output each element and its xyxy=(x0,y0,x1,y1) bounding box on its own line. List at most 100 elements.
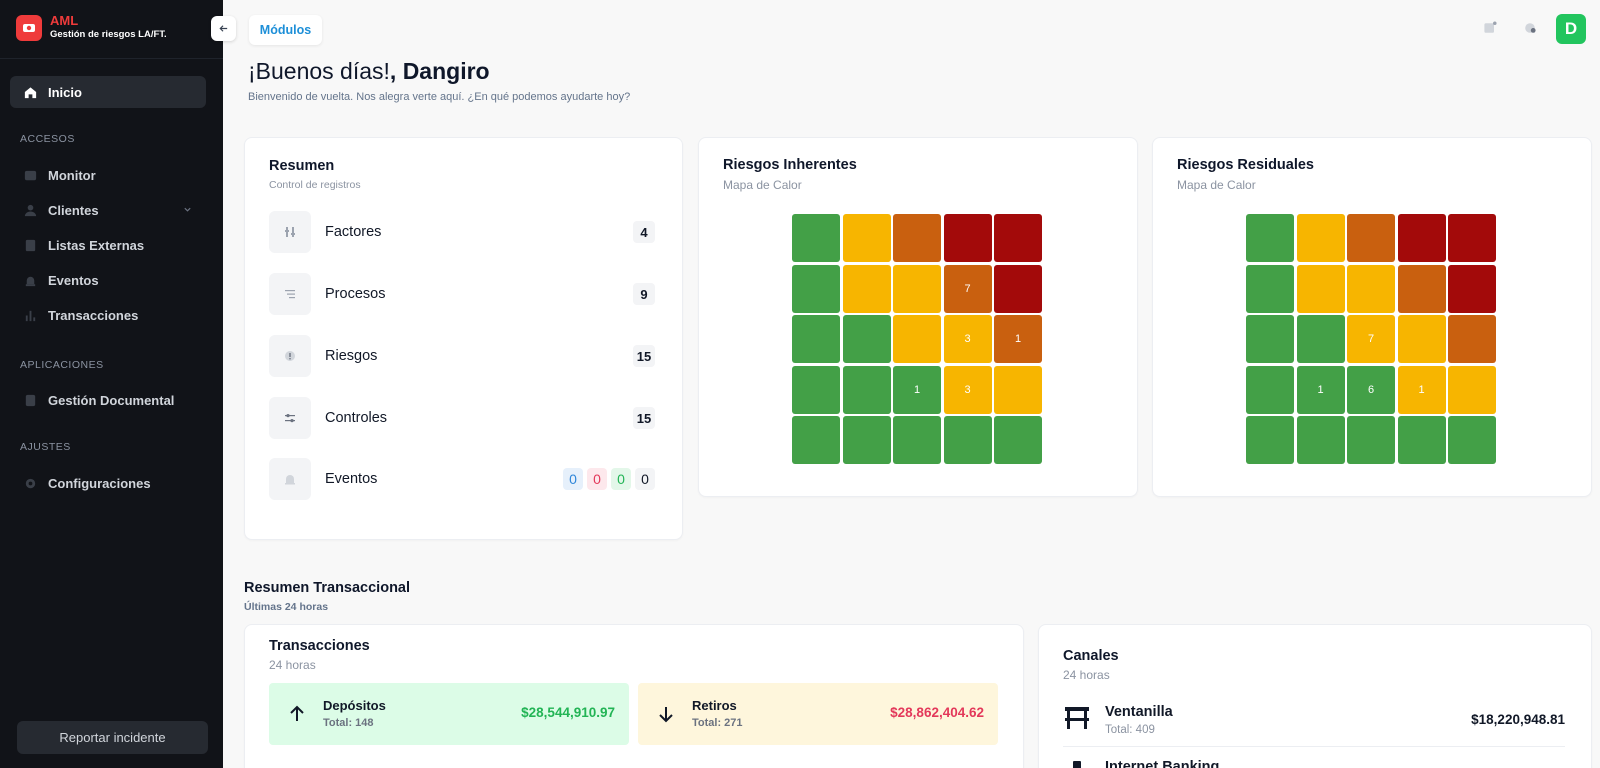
heatmap-cell[interactable] xyxy=(1448,264,1496,313)
heatmap-cell[interactable] xyxy=(943,214,992,262)
heatmap-cell[interactable] xyxy=(842,214,891,262)
channel-row-internet-banking[interactable]: Internet Banking xyxy=(1063,759,1565,768)
withdrawals-label: Retiros xyxy=(692,698,737,713)
sidebar-item-transacciones[interactable]: Transacciones xyxy=(10,299,206,331)
heatmap-cell[interactable] xyxy=(792,264,840,313)
greeting-title: ¡Buenos días!, Dangiro xyxy=(248,58,490,85)
heatmap-cell[interactable] xyxy=(1448,315,1496,363)
transactions-title: Transacciones xyxy=(269,638,370,654)
heatmap-cell[interactable] xyxy=(893,416,941,464)
document-icon xyxy=(23,393,38,408)
heatmap-cell[interactable] xyxy=(842,416,891,464)
heatmap-cell[interactable]: 1 xyxy=(893,365,941,414)
section-title-ajustes: AJUSTES xyxy=(20,441,71,453)
notifications-icon[interactable] xyxy=(1520,18,1540,38)
inherent-risks-title: Riesgos Inherentes xyxy=(723,157,857,173)
avatar[interactable]: D xyxy=(1556,14,1586,44)
brand[interactable]: AML Gestión de riesgos LA/FT. xyxy=(16,14,167,42)
event-badge-blue: 0 xyxy=(563,468,583,490)
summary-row-label: Eventos xyxy=(325,471,378,487)
heatmap-cell[interactable] xyxy=(1296,264,1345,313)
heatmap-cell[interactable] xyxy=(842,315,891,363)
heatmap-cell[interactable] xyxy=(994,264,1042,313)
heatmap-cell[interactable] xyxy=(1448,416,1496,464)
heatmap-cell[interactable]: 7 xyxy=(943,264,992,313)
summary-row-label: Riesgos xyxy=(325,348,378,364)
heatmap-cell[interactable] xyxy=(1246,365,1294,414)
sidebar-item-label: Transacciones xyxy=(48,307,139,323)
heatmap-cell[interactable]: 1 xyxy=(1397,365,1446,414)
heatmap-cell[interactable]: 1 xyxy=(994,315,1042,363)
heatmap-cell[interactable] xyxy=(1296,315,1345,363)
modules-button[interactable]: Módulos xyxy=(249,15,322,45)
summary-row-count: 15 xyxy=(633,345,655,367)
heatmap-cell[interactable] xyxy=(842,365,891,414)
heatmap-cell[interactable] xyxy=(994,214,1042,262)
heatmap-cell[interactable] xyxy=(1246,214,1294,262)
channel-row-ventanilla[interactable]: Ventanilla Total: 409 $18,220,948.81 xyxy=(1063,704,1565,740)
summary-row-riesgos[interactable]: Riesgos 15 xyxy=(269,335,655,377)
users-icon xyxy=(23,203,38,218)
heatmap-cell[interactable] xyxy=(1246,416,1294,464)
heatmap-cell[interactable] xyxy=(792,214,840,262)
heatmap-cell[interactable] xyxy=(1246,315,1294,363)
heatmap-cell[interactable]: 6 xyxy=(1347,365,1395,414)
chevron-down-icon[interactable] xyxy=(183,205,192,214)
summary-row-procesos[interactable]: Procesos 9 xyxy=(269,273,655,315)
heatmap-cell[interactable] xyxy=(893,214,941,262)
heatmap-cell[interactable] xyxy=(1246,264,1294,313)
sidebar-item-configuraciones[interactable]: Configuraciones xyxy=(10,467,206,499)
heatmap-cell[interactable]: 3 xyxy=(943,365,992,414)
withdrawals-box[interactable]: Retiros Total: 271 $28,862,404.62 xyxy=(638,683,998,745)
sidebar-item-monitor[interactable]: Monitor xyxy=(10,159,206,191)
heatmap-cell[interactable]: 1 xyxy=(1296,365,1345,414)
collapse-sidebar-button[interactable] xyxy=(211,16,236,41)
heatmap-cell[interactable] xyxy=(994,416,1042,464)
heatmap-cell[interactable] xyxy=(1397,315,1446,363)
heatmap-cell[interactable] xyxy=(943,416,992,464)
arrow-down-icon xyxy=(659,707,673,723)
heatmap-cell[interactable] xyxy=(1397,214,1446,262)
heatmap-cell[interactable] xyxy=(792,416,840,464)
heatmap-cell[interactable] xyxy=(792,315,840,363)
event-badge-neutral: 0 xyxy=(635,468,655,490)
heatmap-cell[interactable]: 7 xyxy=(1347,315,1395,363)
channel-total: Total: 409 xyxy=(1105,724,1155,736)
heatmap-cell[interactable] xyxy=(1397,264,1446,313)
deposits-amount: $28,544,910.97 xyxy=(521,705,615,720)
arrow-up-icon xyxy=(290,705,304,721)
withdrawals-amount: $28,862,404.62 xyxy=(890,705,984,720)
greeting-subtitle: Bienvenido de vuelta. Nos alegra verte a… xyxy=(248,91,631,103)
heatmap-cell[interactable] xyxy=(842,264,891,313)
heatmap-cell[interactable] xyxy=(1347,264,1395,313)
heatmap-cell[interactable] xyxy=(1448,365,1496,414)
heatmap-cell[interactable] xyxy=(1347,416,1395,464)
brand-title: AML xyxy=(50,13,79,28)
channels-subtitle: 24 horas xyxy=(1063,668,1110,682)
heatmap-cell[interactable] xyxy=(1347,214,1395,262)
aml-logo-icon xyxy=(16,15,42,41)
messages-icon[interactable] xyxy=(1480,18,1500,38)
heatmap-cell[interactable] xyxy=(994,365,1042,414)
summary-row-eventos[interactable]: Eventos 0 0 0 0 xyxy=(269,458,655,500)
sidebar-item-eventos[interactable]: Eventos xyxy=(10,264,206,296)
heatmap-cell[interactable]: 3 xyxy=(943,315,992,363)
heatmap-cell[interactable] xyxy=(1296,214,1345,262)
heatmap-cell[interactable] xyxy=(893,264,941,313)
transactions-card: Transacciones 24 horas Depósitos Total: … xyxy=(244,624,1024,768)
sidebar-item-inicio[interactable]: Inicio xyxy=(10,76,206,108)
heatmap-cell[interactable] xyxy=(792,365,840,414)
deposits-box[interactable]: Depósitos Total: 148 $28,544,910.97 xyxy=(269,683,629,745)
report-incident-button[interactable]: Reportar incidente xyxy=(17,721,208,754)
sidebar-item-clientes[interactable]: Clientes xyxy=(10,194,206,226)
heatmap-cell[interactable] xyxy=(1448,214,1496,262)
summary-row-factores[interactable]: Factores 4 xyxy=(269,211,655,253)
heatmap-cell[interactable] xyxy=(893,315,941,363)
summary-row-label: Procesos xyxy=(325,286,386,302)
heatmap-cell[interactable] xyxy=(1296,416,1345,464)
sidebar-item-listas-externas[interactable]: Listas Externas xyxy=(10,229,206,261)
heatmap-cell[interactable] xyxy=(1397,416,1446,464)
alert-icon xyxy=(269,335,311,377)
summary-row-controles[interactable]: Controles 15 xyxy=(269,397,655,439)
sidebar-item-gestion-documental[interactable]: Gestión Documental xyxy=(10,384,206,416)
